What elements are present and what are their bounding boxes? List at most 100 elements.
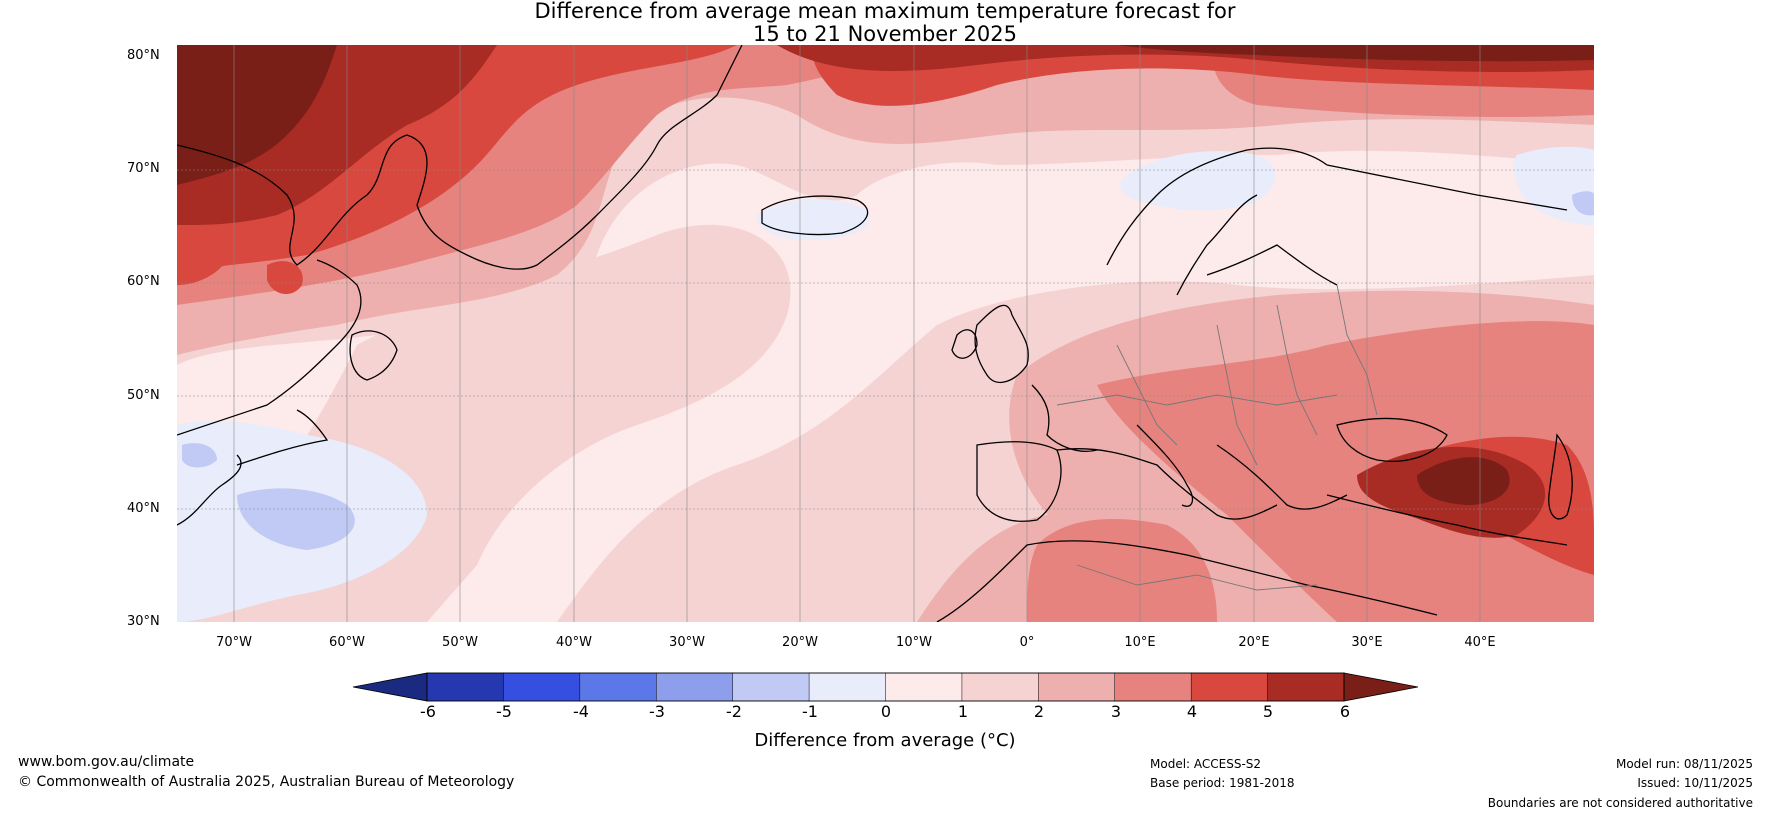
colorbar-tick: -4 bbox=[573, 702, 589, 721]
coast-nova-scotia bbox=[236, 409, 329, 466]
coast-turkey bbox=[1326, 494, 1568, 546]
graticule bbox=[177, 169, 1594, 510]
colorbar-tick: 5 bbox=[1262, 702, 1274, 721]
borders bbox=[1056, 284, 1378, 591]
lon-label: 20°E bbox=[1238, 635, 1270, 650]
lon-label: 20°W bbox=[782, 635, 818, 650]
lon-label: 40°E bbox=[1464, 635, 1496, 650]
field-4-to-5-canada bbox=[177, 243, 227, 285]
lon-label: 50°W bbox=[442, 635, 478, 650]
field-minus-2-to-1-nw-atlantic bbox=[237, 488, 355, 550]
lat-label: 70°N bbox=[127, 161, 160, 176]
lat-label: 60°N bbox=[127, 274, 160, 289]
coast-balkans bbox=[1216, 444, 1348, 510]
colorbar-tick: -5 bbox=[496, 702, 512, 721]
colorbar-segment bbox=[1190, 672, 1269, 702]
colorbar-segment bbox=[1267, 672, 1345, 702]
colorbar bbox=[353, 672, 1418, 702]
colorbar-outline bbox=[426, 672, 1345, 702]
lon-label: 70°W bbox=[216, 635, 252, 650]
field-3-to-4-sahara bbox=[1027, 519, 1217, 622]
border-africa bbox=[1076, 564, 1318, 591]
colorbar-tick: 3 bbox=[1110, 702, 1122, 721]
coast-ireland bbox=[951, 329, 978, 359]
field-minus-2-to-1-small bbox=[182, 443, 217, 468]
colorbar-segment bbox=[961, 672, 1040, 702]
coast-mediterranean bbox=[1056, 448, 1278, 520]
field-above-6-kara bbox=[1117, 45, 1594, 62]
colorbar-segment bbox=[426, 672, 505, 702]
coast-black-sea bbox=[1336, 417, 1448, 462]
coast-baltic bbox=[1206, 244, 1338, 286]
lat-label: 50°N bbox=[127, 388, 160, 403]
colorbar-segment bbox=[656, 672, 734, 702]
colorbar-tick: 6 bbox=[1339, 702, 1351, 721]
colorbar-label: Difference from average (°C) bbox=[754, 730, 1016, 751]
coast-labrador bbox=[177, 259, 362, 436]
colorbar-tick: -2 bbox=[726, 702, 742, 721]
coast-caspian bbox=[1548, 433, 1573, 520]
field-3-to-4-turkey bbox=[1097, 321, 1594, 622]
coast-italy bbox=[1136, 424, 1194, 507]
meridians bbox=[233, 45, 1481, 622]
coast-france bbox=[1031, 384, 1098, 452]
anomaly-map bbox=[177, 45, 1594, 622]
colorbar-tick: 1 bbox=[957, 702, 969, 721]
colorbar-tick: 2 bbox=[1033, 702, 1045, 721]
footer-disclaimer: Boundaries are not considered authoritat… bbox=[1487, 796, 1753, 810]
field-minus-2-to-1-kola bbox=[1572, 191, 1594, 216]
coast-gb bbox=[974, 304, 1029, 384]
coast-sweden bbox=[1176, 194, 1258, 296]
chart-title-line-1: Difference from average mean maximum tem… bbox=[534, 0, 1236, 23]
lon-label: 0° bbox=[1019, 635, 1035, 650]
lat-label: 80°N bbox=[127, 48, 160, 63]
field-minus-1-to-0-iceland bbox=[757, 199, 869, 240]
coast-iberia bbox=[976, 441, 1062, 522]
coast-norway bbox=[1106, 147, 1328, 266]
colorbar-segment bbox=[1114, 672, 1192, 702]
anomaly-map-svg bbox=[177, 45, 1594, 622]
colorbar-extend-high bbox=[1343, 672, 1418, 702]
lat-label: 30°N bbox=[127, 614, 160, 629]
colorbar-segment bbox=[885, 672, 963, 702]
field-minus-1-to-0-scandinavia bbox=[1120, 151, 1276, 211]
coast-scandinavia-north bbox=[1326, 164, 1568, 211]
field-above-6-caspian bbox=[1417, 457, 1510, 505]
lon-label: 30°W bbox=[669, 635, 705, 650]
footer-copyright: © Commonwealth of Australia 2025, Austra… bbox=[18, 774, 515, 790]
colorbar-segment bbox=[503, 672, 581, 702]
colorbar-segment bbox=[808, 672, 887, 702]
colorbar-tick: -6 bbox=[420, 702, 436, 721]
lon-label: 30°E bbox=[1351, 635, 1383, 650]
footer-model-run: Model run: 08/11/2025 bbox=[1615, 757, 1753, 771]
lon-label: 10°E bbox=[1124, 635, 1156, 650]
border-europe-3 bbox=[1216, 324, 1258, 466]
border-europe-2 bbox=[1116, 344, 1178, 446]
lat-label: 40°N bbox=[127, 501, 160, 516]
colorbar-extend-low bbox=[353, 672, 428, 702]
lon-label: 10°W bbox=[896, 635, 932, 650]
footer-issued: Issued: 10/11/2025 bbox=[1637, 776, 1753, 790]
coast-us-east bbox=[177, 454, 242, 526]
coast-greenland bbox=[177, 45, 743, 270]
colorbar-tick: 4 bbox=[1186, 702, 1198, 721]
field-minus-1-to-0-kola bbox=[1513, 146, 1594, 225]
coast-iceland bbox=[761, 195, 869, 236]
coastlines bbox=[177, 45, 1573, 622]
border-europe-1 bbox=[1056, 394, 1338, 406]
colorbar-tick: -3 bbox=[649, 702, 665, 721]
colorbar-segment bbox=[1038, 672, 1116, 702]
coast-newfoundland bbox=[349, 330, 398, 381]
colorbar-tick: 0 bbox=[880, 702, 892, 721]
footer-base-period: Base period: 1981-2018 bbox=[1150, 776, 1295, 790]
border-europe-4 bbox=[1276, 304, 1318, 436]
lon-label: 60°W bbox=[329, 635, 365, 650]
field-4-to-5-labrador bbox=[267, 261, 303, 295]
lon-label: 40°W bbox=[556, 635, 592, 650]
colorbar-segment bbox=[579, 672, 657, 702]
footer-url[interactable]: www.bom.gov.au/climate bbox=[18, 754, 195, 770]
chart-title-line-2: 15 to 21 November 2025 bbox=[753, 22, 1017, 46]
colorbar-tick: -1 bbox=[802, 702, 818, 721]
footer-model: Model: ACCESS-S2 bbox=[1150, 757, 1262, 771]
coast-north-africa bbox=[936, 540, 1438, 622]
